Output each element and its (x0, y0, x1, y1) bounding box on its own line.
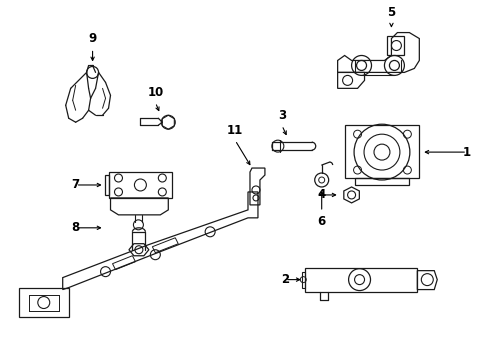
Text: 1: 1 (462, 145, 470, 159)
Text: 11: 11 (226, 124, 243, 137)
Text: 8: 8 (71, 221, 80, 234)
Text: 5: 5 (386, 6, 395, 19)
Text: 2: 2 (280, 273, 288, 286)
Text: 4: 4 (317, 188, 325, 202)
Text: 7: 7 (71, 179, 80, 192)
Text: 3: 3 (277, 109, 285, 122)
Text: 6: 6 (317, 215, 325, 228)
Text: 10: 10 (147, 86, 163, 99)
Text: 9: 9 (88, 32, 97, 45)
